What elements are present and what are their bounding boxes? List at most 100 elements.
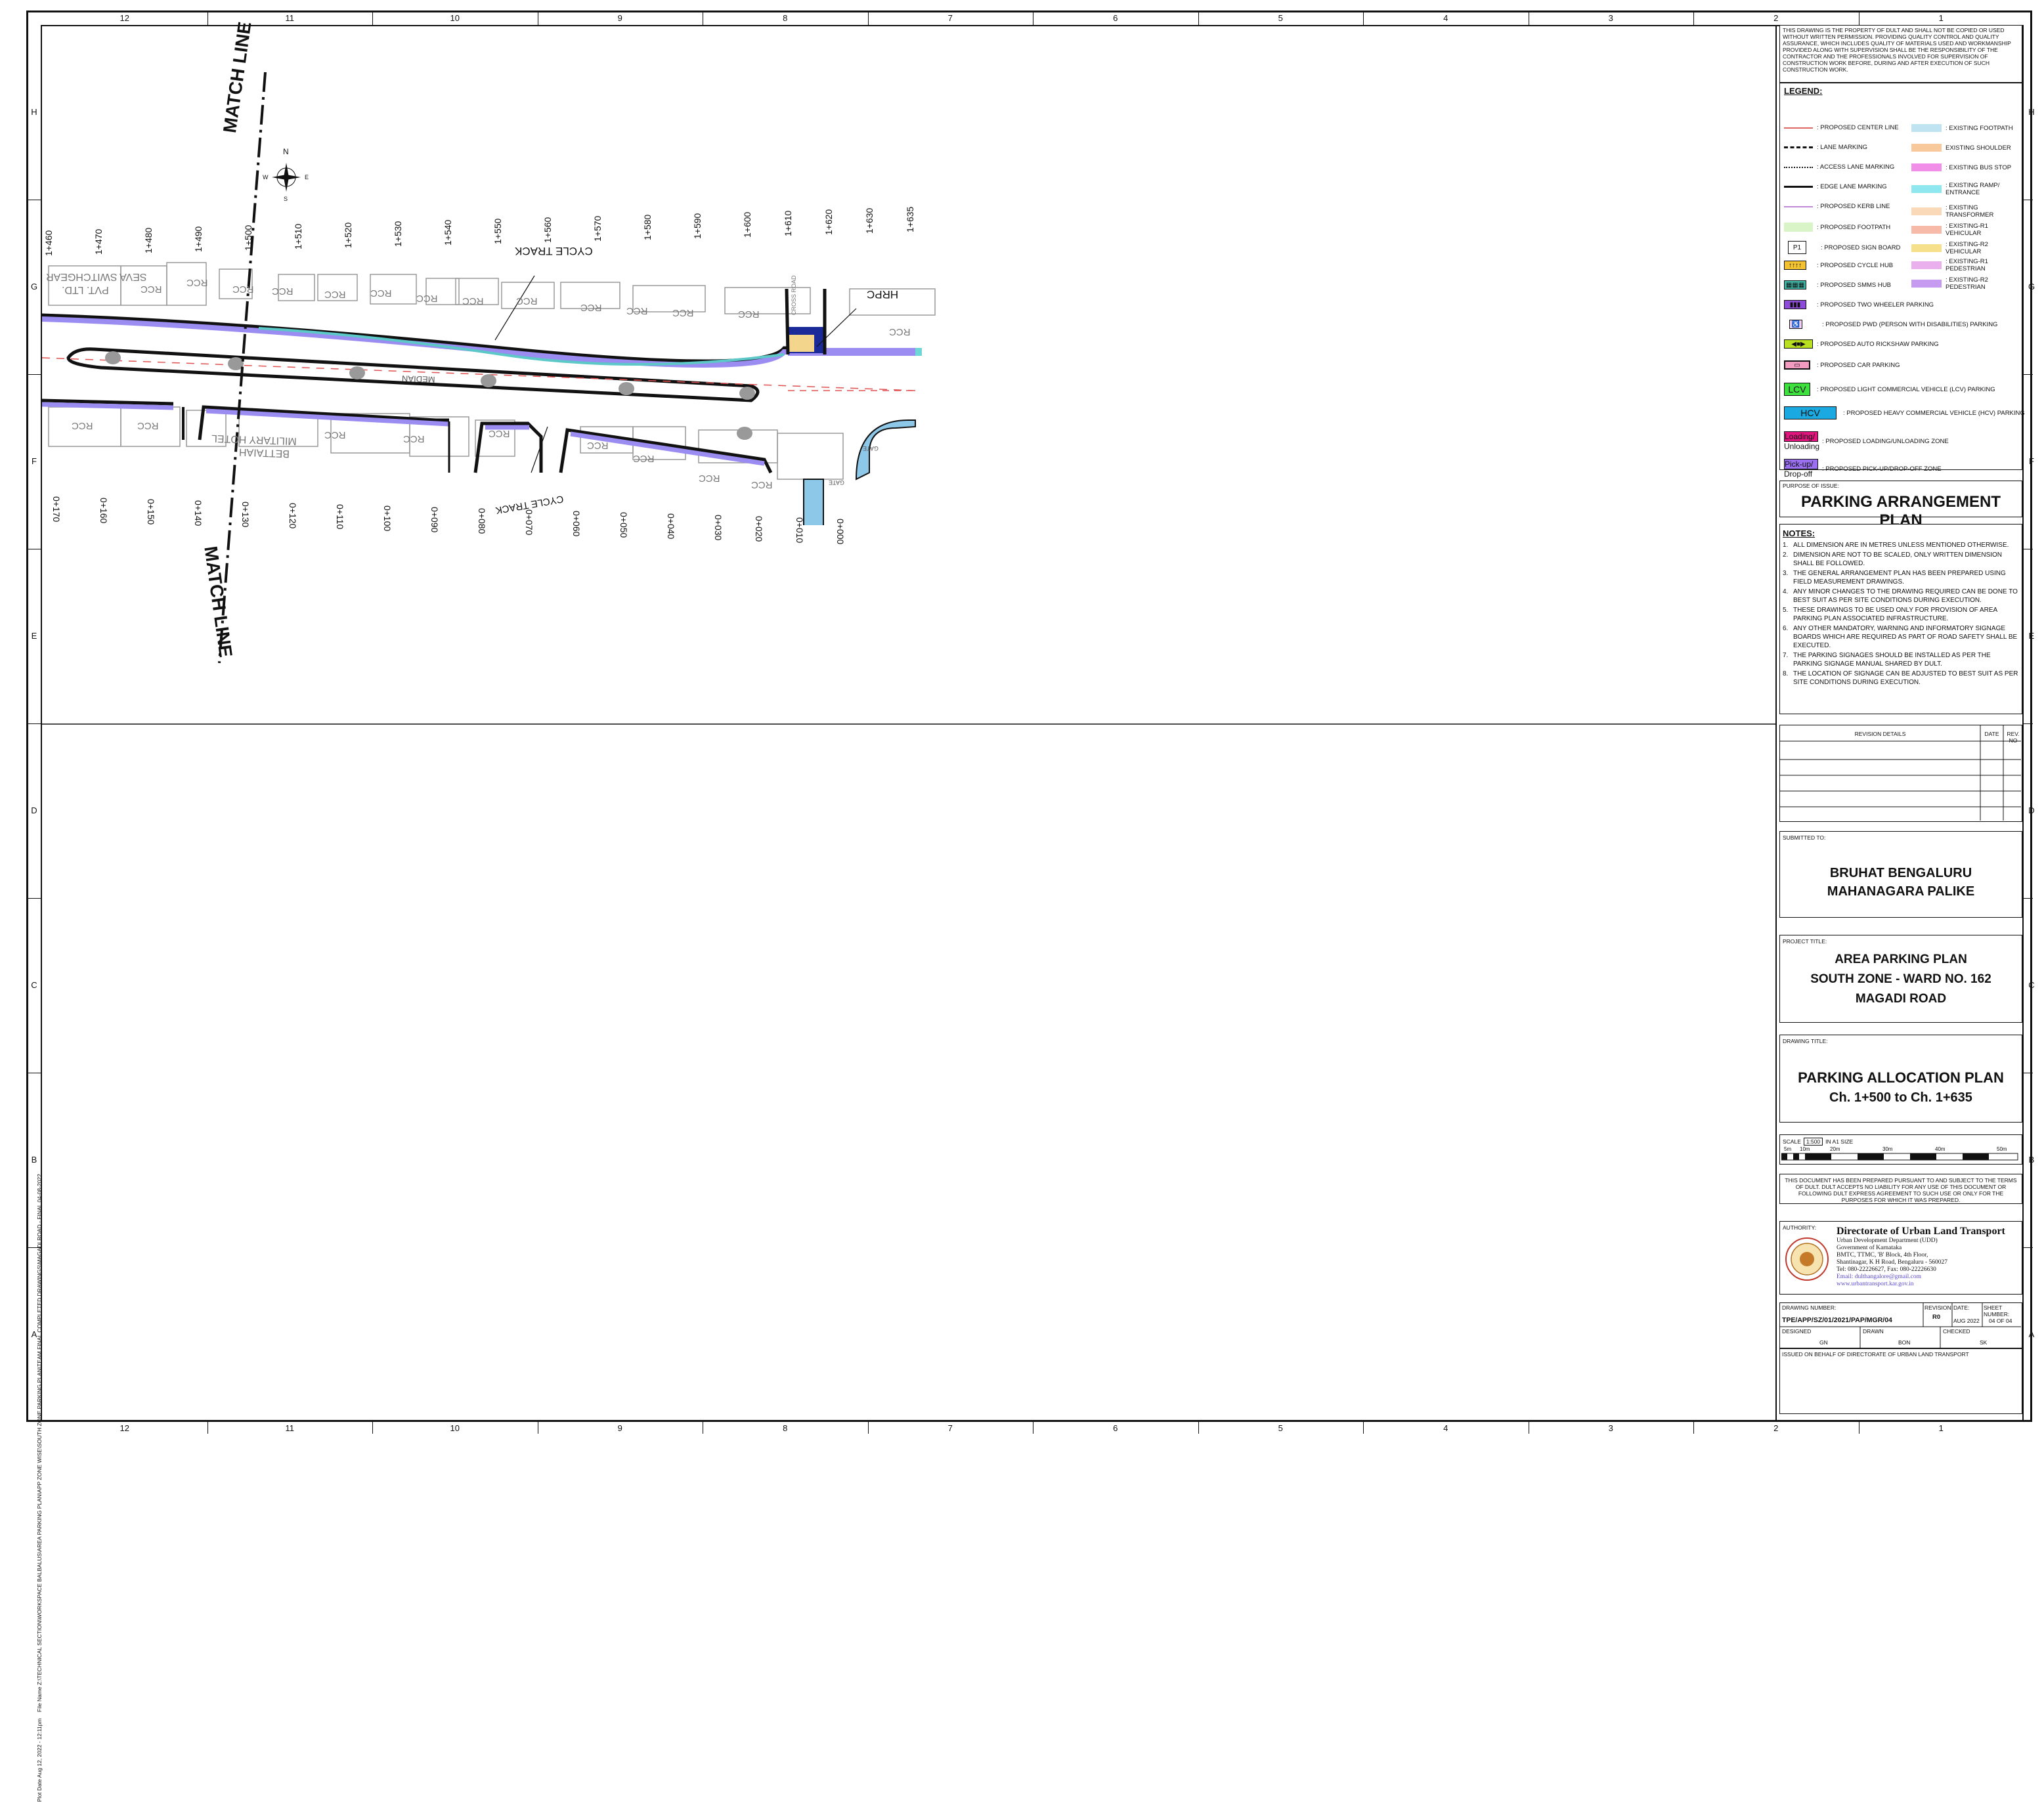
date-label: DATE: <box>1953 1304 1970 1311</box>
center-line-icon <box>1784 127 1813 129</box>
road-drawing: MATCH LINE MATCH LINE N S E W 1+460 1+470… <box>22 20 1775 1422</box>
grid-row-label-left: B <box>31 1155 37 1165</box>
notes-title: NOTES: <box>1783 528 1816 538</box>
grid-row-label-left: E <box>31 631 37 641</box>
hcv-parking-icon: HCV <box>1784 406 1837 419</box>
rcc-label: RCC <box>137 420 159 431</box>
legend-swatch <box>1911 163 1942 171</box>
rcc-label: RCC <box>324 429 346 440</box>
title-block: THIS DRAWING IS THE PROPERTY OF DULT AND… <box>1775 25 2025 1422</box>
sign-board-icon: P1 <box>1788 241 1806 254</box>
chainage-label-south: 0+050 <box>619 512 629 538</box>
chainage-label-south: 0+080 <box>477 508 487 534</box>
chainage-label-north: 1+510 <box>293 223 303 249</box>
revision-details-header: REVISION DETAILS <box>1854 731 1906 737</box>
rcc-label: RCC <box>516 295 538 307</box>
legend-item-label: : PROPOSED KERB LINE <box>1817 203 1890 210</box>
plot-date: Aug 12, 2022 - 12:11pm <box>36 1718 43 1778</box>
project-box: PROJECT TITLE: AREA PARKING PLAN SOUTH Z… <box>1779 935 2022 1023</box>
scale-tick-label: 50m <box>1997 1146 2007 1152</box>
note-number: 8. <box>1783 670 1789 677</box>
grid-tick-left <box>28 723 41 724</box>
designed-value: GN <box>1819 1339 1828 1346</box>
note-item: 6. ANY OTHER MANDATORY, WARNING AND INFOR… <box>1783 624 2019 650</box>
revision-date-header: DATE <box>1984 731 1999 737</box>
pickup-zone-icon: Pick-up/Drop-off <box>1784 459 1818 479</box>
pickup-text: Pick-up/ <box>1784 459 1818 469</box>
note-text: THE GENERAL ARRANGEMENT PLAN HAS BEEN PR… <box>1793 570 2006 586</box>
legend-item-label: : PROPOSED CYCLE HUB <box>1817 261 1894 269</box>
legend-item: ▭: PROPOSED CAR PARKING <box>1784 360 1900 370</box>
authority-email[interactable]: Email: dulthangalore@gmail.com <box>1837 1274 1922 1280</box>
seva-label-1: SEVA SWITCHGEAR <box>46 271 147 282</box>
legend-item-label: : PROPOSED TWO WHEELER PARKING <box>1817 301 1934 309</box>
hcv-text: HCV <box>1800 408 1820 418</box>
legend-item-label: : PROPOSED SIGN BOARD <box>1821 244 1901 251</box>
legend-existing-label: : EXISTING FOOTPATH <box>1946 124 2013 132</box>
grid-tick-left <box>28 1247 41 1248</box>
north-label-w: W <box>263 174 269 181</box>
note-number: 2. <box>1783 551 1789 559</box>
note-item: 8. THE LOCATION OF SIGNAGE CAN BE ADJUSTE… <box>1783 670 2019 687</box>
gate-label: GATE <box>863 445 879 452</box>
purpose-label: PURPOSE OF ISSUE: <box>1783 483 1839 489</box>
grid-col-label-top: 4 <box>1443 13 1448 23</box>
submitted-line-1: BRUHAT BENGALURU <box>1829 866 1972 880</box>
grid-row-label-right: E <box>2028 631 2035 641</box>
two-wheeler-parking-icon: ▮▮▮ <box>1784 300 1806 309</box>
grid-row-label-left: H <box>31 107 37 117</box>
legend-swatch <box>1911 124 1942 132</box>
legend-item: : LANE MARKING <box>1784 144 1867 151</box>
grid-col-label-top: 2 <box>1773 13 1779 23</box>
grid-tick-left <box>28 374 41 375</box>
legend-item-label: : PROPOSED SMMS HUB <box>1817 281 1891 289</box>
legend-item: : PROPOSED CENTER LINE <box>1784 124 1899 131</box>
grid-row-label-left: G <box>30 282 38 291</box>
scale-bar <box>1781 1153 2018 1161</box>
chainage-label-south: 0+000 <box>835 519 846 545</box>
rcc-label: RCC <box>72 420 93 431</box>
legend-title: LEGEND: <box>1784 86 1823 96</box>
authority-line: Government of Karnataka <box>1837 1245 1902 1251</box>
legend-item-label: : PROPOSED PICK-UP/DROP-OFF ZONE <box>1822 465 1942 473</box>
legend-swatch <box>1911 185 1942 193</box>
grid-col-label-bottom: 2 <box>1773 1423 1779 1433</box>
chainage-label-north: 1+500 <box>243 225 253 251</box>
legend-existing-item: EXISTING SHOULDER <box>1911 144 2020 152</box>
chainage-label-south: 0+060 <box>571 511 582 537</box>
cross-road-label: CROSS ROAD <box>791 275 797 315</box>
chainage-label-south: 0+140 <box>193 500 204 526</box>
rcc-label: RCC <box>633 453 655 464</box>
grid-col-label-top: 9 <box>617 13 622 23</box>
authority-label: AUTHORITY: <box>1783 1224 1817 1231</box>
pwd-parking-icon: ♿ <box>1789 320 1802 329</box>
disclaimer-box: THIS DRAWING IS THE PROPERTY OF DULT AND… <box>1779 25 2022 83</box>
grid-tick-bottom <box>1363 1422 1364 1434</box>
legend-swatch <box>1911 280 1942 288</box>
seva-label-2: PVT. LTD. <box>62 284 109 295</box>
rcc-label: RCC <box>186 277 208 288</box>
disclaimer-text: THIS DRAWING IS THE PROPERTY OF DULT AND… <box>1783 27 2011 73</box>
project-label: PROJECT TITLE: <box>1783 938 1827 945</box>
hrpc-label: HRPC <box>867 288 899 301</box>
legend-item-label: : EDGE LANE MARKING <box>1817 183 1887 190</box>
chainage-label-north: 1+635 <box>905 206 915 232</box>
rcc-label: RCC <box>272 286 294 297</box>
grid-row-label-right: B <box>2028 1155 2035 1165</box>
chainage-label-north: 1+600 <box>742 211 752 238</box>
median-label: MEDIAN <box>401 374 435 385</box>
legend-item: ↑↑↑↑: PROPOSED CYCLE HUB <box>1784 261 1893 270</box>
legend-item: ♿: PROPOSED PWD (PERSON WITH DISABILITIE… <box>1784 320 1997 329</box>
car-parking-icon: ▭ <box>1784 360 1810 370</box>
drawing-number-label: DRAWING NUMBER: <box>1782 1304 1837 1311</box>
chainage-label-south: 0+070 <box>524 509 534 536</box>
legend-existing-label: EXISTING SHOULDER <box>1946 144 2011 152</box>
grid-col-label-bottom: 1 <box>1938 1423 1944 1433</box>
note-number: 3. <box>1783 570 1789 577</box>
legend-swatch <box>1911 261 1942 269</box>
grid-row-label-left: C <box>31 980 37 990</box>
legend-item: HCV: PROPOSED HEAVY COMMERCIAL VEHICLE (… <box>1784 406 2025 419</box>
grid-tick-top <box>867 12 869 25</box>
authority-web[interactable]: www.urbantransport.kar.gov.in <box>1837 1281 1914 1287</box>
note-text: THESE DRAWINGS TO BE USED ONLY FOR PROVI… <box>1793 607 1997 622</box>
